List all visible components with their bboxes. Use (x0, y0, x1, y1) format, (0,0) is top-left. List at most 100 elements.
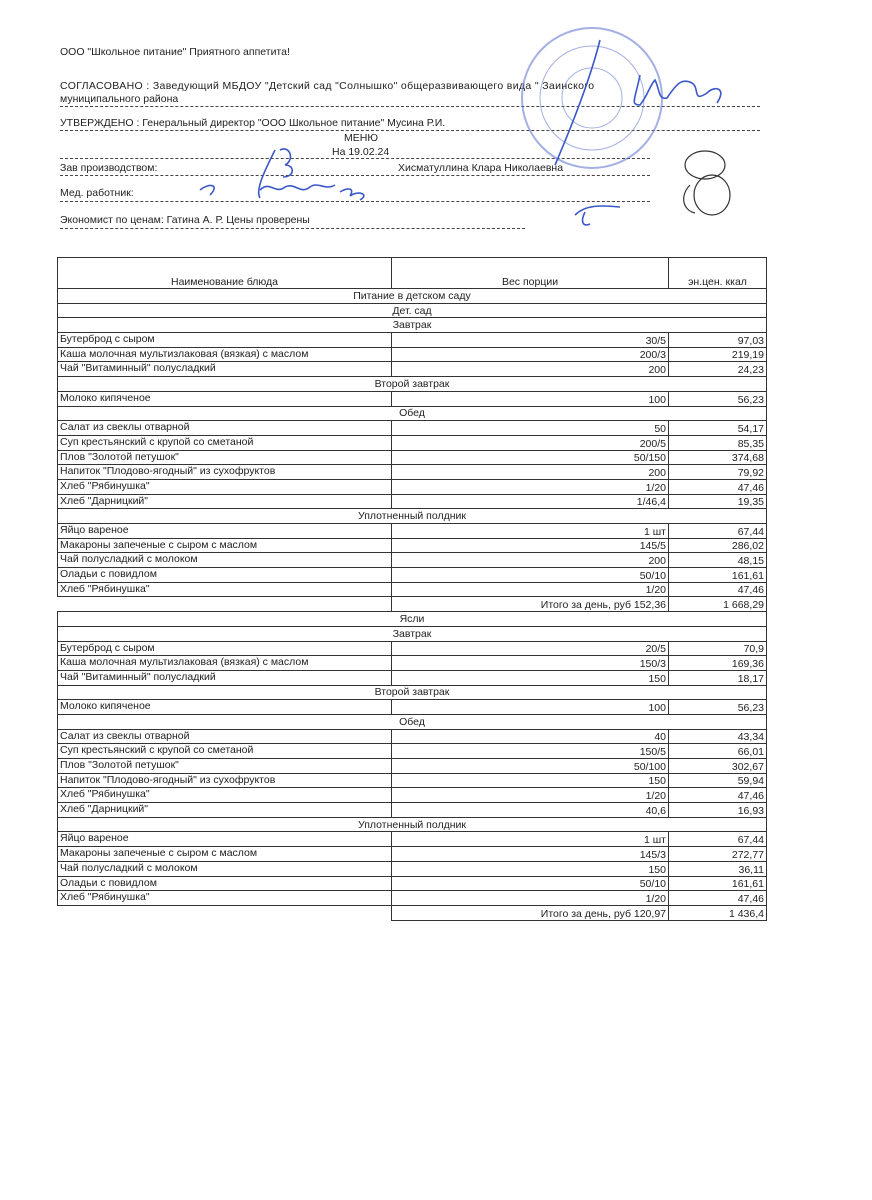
divider (60, 106, 760, 107)
energy-kcal: 36,11 (668, 860, 767, 877)
section-title: Уплотненный полдник (57, 816, 767, 833)
approved-line: УТВЕРЖДЕНО : Генеральный директор "ООО Ш… (60, 117, 446, 129)
empty-cell (57, 904, 392, 921)
portion-weight: 1/20 (391, 890, 669, 906)
menu-date: На 19.02.24 (332, 146, 390, 158)
energy-kcal: 85,35 (668, 434, 767, 451)
section-row: Завтрак (57, 317, 767, 334)
agreed-line: СОГЛАСОВАНО : Заведующий МБДОУ "Детский … (60, 80, 595, 92)
table-row: Бутерброд с сыром 20/5 70,9 (57, 640, 767, 657)
table-row: Макароны запеченые с сыром с маслом 145/5… (57, 537, 767, 554)
energy-kcal: 56,23 (668, 699, 767, 715)
table-row: Оладьи с повидлом 50/10 161,61 (57, 875, 767, 892)
energy-kcal: 48,15 (668, 552, 767, 569)
portion-weight: 30/5 (391, 332, 669, 348)
section-title: Завтрак (57, 317, 767, 334)
total-kcal: 1 668,29 (668, 596, 767, 613)
portion-weight: 200/3 (391, 346, 669, 363)
portion-weight: 100 (391, 699, 669, 715)
agreed-line-2: муниципального района (60, 93, 179, 105)
portion-weight: 145/3 (391, 846, 669, 862)
total-label: Итого за день, руб 120,97 (391, 904, 669, 921)
energy-kcal: 47,46 (668, 787, 767, 804)
table-row: Салат из свеклы отварной 50 54,17 (57, 420, 767, 436)
dish-name: Суп крестьянский с крупой со сметаной (57, 434, 392, 451)
energy-kcal: 272,77 (668, 846, 767, 862)
stamp-icon (521, 27, 663, 169)
energy-kcal: 16,93 (668, 802, 767, 818)
table-row: Молоко кипяченое 100 56,23 (57, 699, 767, 715)
dish-name: Макароны запеченые с сыром с маслом (57, 537, 392, 554)
energy-kcal: 24,23 (668, 361, 767, 378)
chef-mascot-icon (683, 150, 731, 216)
column-header-kcal: эн.цен. ккал (668, 257, 767, 289)
table-row: Хлеб "Дарницкий" 1/46,4 19,35 (57, 493, 767, 510)
table-header: Наименование блюда Вес порции эн.цен. кк… (57, 257, 767, 289)
dish-name: Суп крестьянский с крупой со сметаной (57, 743, 392, 759)
portion-weight: 1/20 (391, 581, 669, 598)
dish-name: Плов "Золотой петушок" (57, 758, 392, 774)
table-row: Хлеб "Рябинушка" 1/20 47,46 (57, 890, 767, 906)
energy-kcal: 161,61 (668, 567, 767, 583)
total-row: Итого за день, руб 120,97 1 436,4 (57, 904, 767, 921)
section-title: Обед (57, 405, 767, 422)
table-row: Суп крестьянский с крупой со сметаной 200… (57, 434, 767, 451)
portion-weight: 50/10 (391, 875, 669, 892)
portion-weight: 200 (391, 464, 669, 480)
table-row: Плов "Золотой петушок" 50/100 302,67 (57, 758, 767, 774)
portion-weight: 100 (391, 390, 669, 407)
dish-name: Салат из свеклы отварной (57, 420, 392, 436)
energy-kcal: 66,01 (668, 743, 767, 759)
energy-kcal: 374,68 (668, 449, 767, 466)
dish-name: Каша молочная мультизлаковая (вязкая) с … (57, 346, 392, 363)
table-row: Макароны запеченые с сыром с маслом 145/3… (57, 846, 767, 862)
section-title: Питание в детском саду (57, 288, 767, 304)
portion-weight: 150 (391, 860, 669, 877)
section-row: Уплотненный полдник (57, 508, 767, 524)
section-row: Питание в детском саду (57, 288, 767, 304)
dish-name: Хлеб "Рябинушка" (57, 890, 392, 906)
section-row: Второй завтрак (57, 684, 767, 701)
portion-weight: 150 (391, 772, 669, 789)
table-row: Чай "Витаминный" полусладкий 200 24,23 (57, 361, 767, 378)
dish-name: Оладьи с повидлом (57, 875, 392, 892)
table-row: Хлеб "Рябинушка" 1/20 47,46 (57, 787, 767, 804)
production-label: Зав производством: (60, 162, 158, 174)
table-row: Плов "Золотой петушок" 50/150 374,68 (57, 449, 767, 466)
dish-name: Хлеб "Дарницкий" (57, 802, 392, 818)
section-title: Завтрак (57, 625, 767, 642)
energy-kcal: 79,92 (668, 464, 767, 480)
section-row: Ясли (57, 611, 767, 627)
table-row: Хлеб "Рябинушка" 1/20 47,46 (57, 478, 767, 495)
energy-kcal: 59,94 (668, 772, 767, 789)
table-row: Яйцо вареное 1 шт 67,44 (57, 523, 767, 539)
portion-weight: 40 (391, 728, 669, 745)
section-row: Дет. сад (57, 302, 767, 319)
divider (60, 175, 650, 176)
table-row: Чай полусладкий с молоком 200 48,15 (57, 552, 767, 569)
portion-weight: 200 (391, 361, 669, 378)
energy-kcal: 169,36 (668, 655, 767, 671)
section-title: Второй завтрак (57, 684, 767, 701)
table-row: Бутерброд с сыром 30/5 97,03 (57, 332, 767, 348)
portion-weight: 200 (391, 552, 669, 569)
dish-name: Яйцо вареное (57, 831, 392, 848)
table-row: Хлеб "Рябинушка" 1/20 47,46 (57, 581, 767, 598)
dish-name: Хлеб "Рябинушка" (57, 787, 392, 804)
portion-weight: 150/5 (391, 743, 669, 759)
section-title: Ясли (57, 611, 767, 627)
portion-weight: 20/5 (391, 640, 669, 657)
energy-kcal: 47,46 (668, 478, 767, 495)
dish-name: Хлеб "Дарницкий" (57, 493, 392, 510)
signature-icon (199, 39, 722, 226)
portion-weight: 145/5 (391, 537, 669, 554)
dish-name: Чай "Витаминный" полусладкий (57, 669, 392, 686)
portion-weight: 1/20 (391, 478, 669, 495)
energy-kcal: 43,34 (668, 728, 767, 745)
menu-title: МЕНЮ (344, 132, 378, 144)
energy-kcal: 47,46 (668, 581, 767, 598)
section-title: Второй завтрак (57, 376, 767, 392)
medic-label: Мед. работник: (60, 187, 134, 199)
dish-name: Плов "Золотой петушок" (57, 449, 392, 466)
empty-cell (57, 596, 392, 612)
